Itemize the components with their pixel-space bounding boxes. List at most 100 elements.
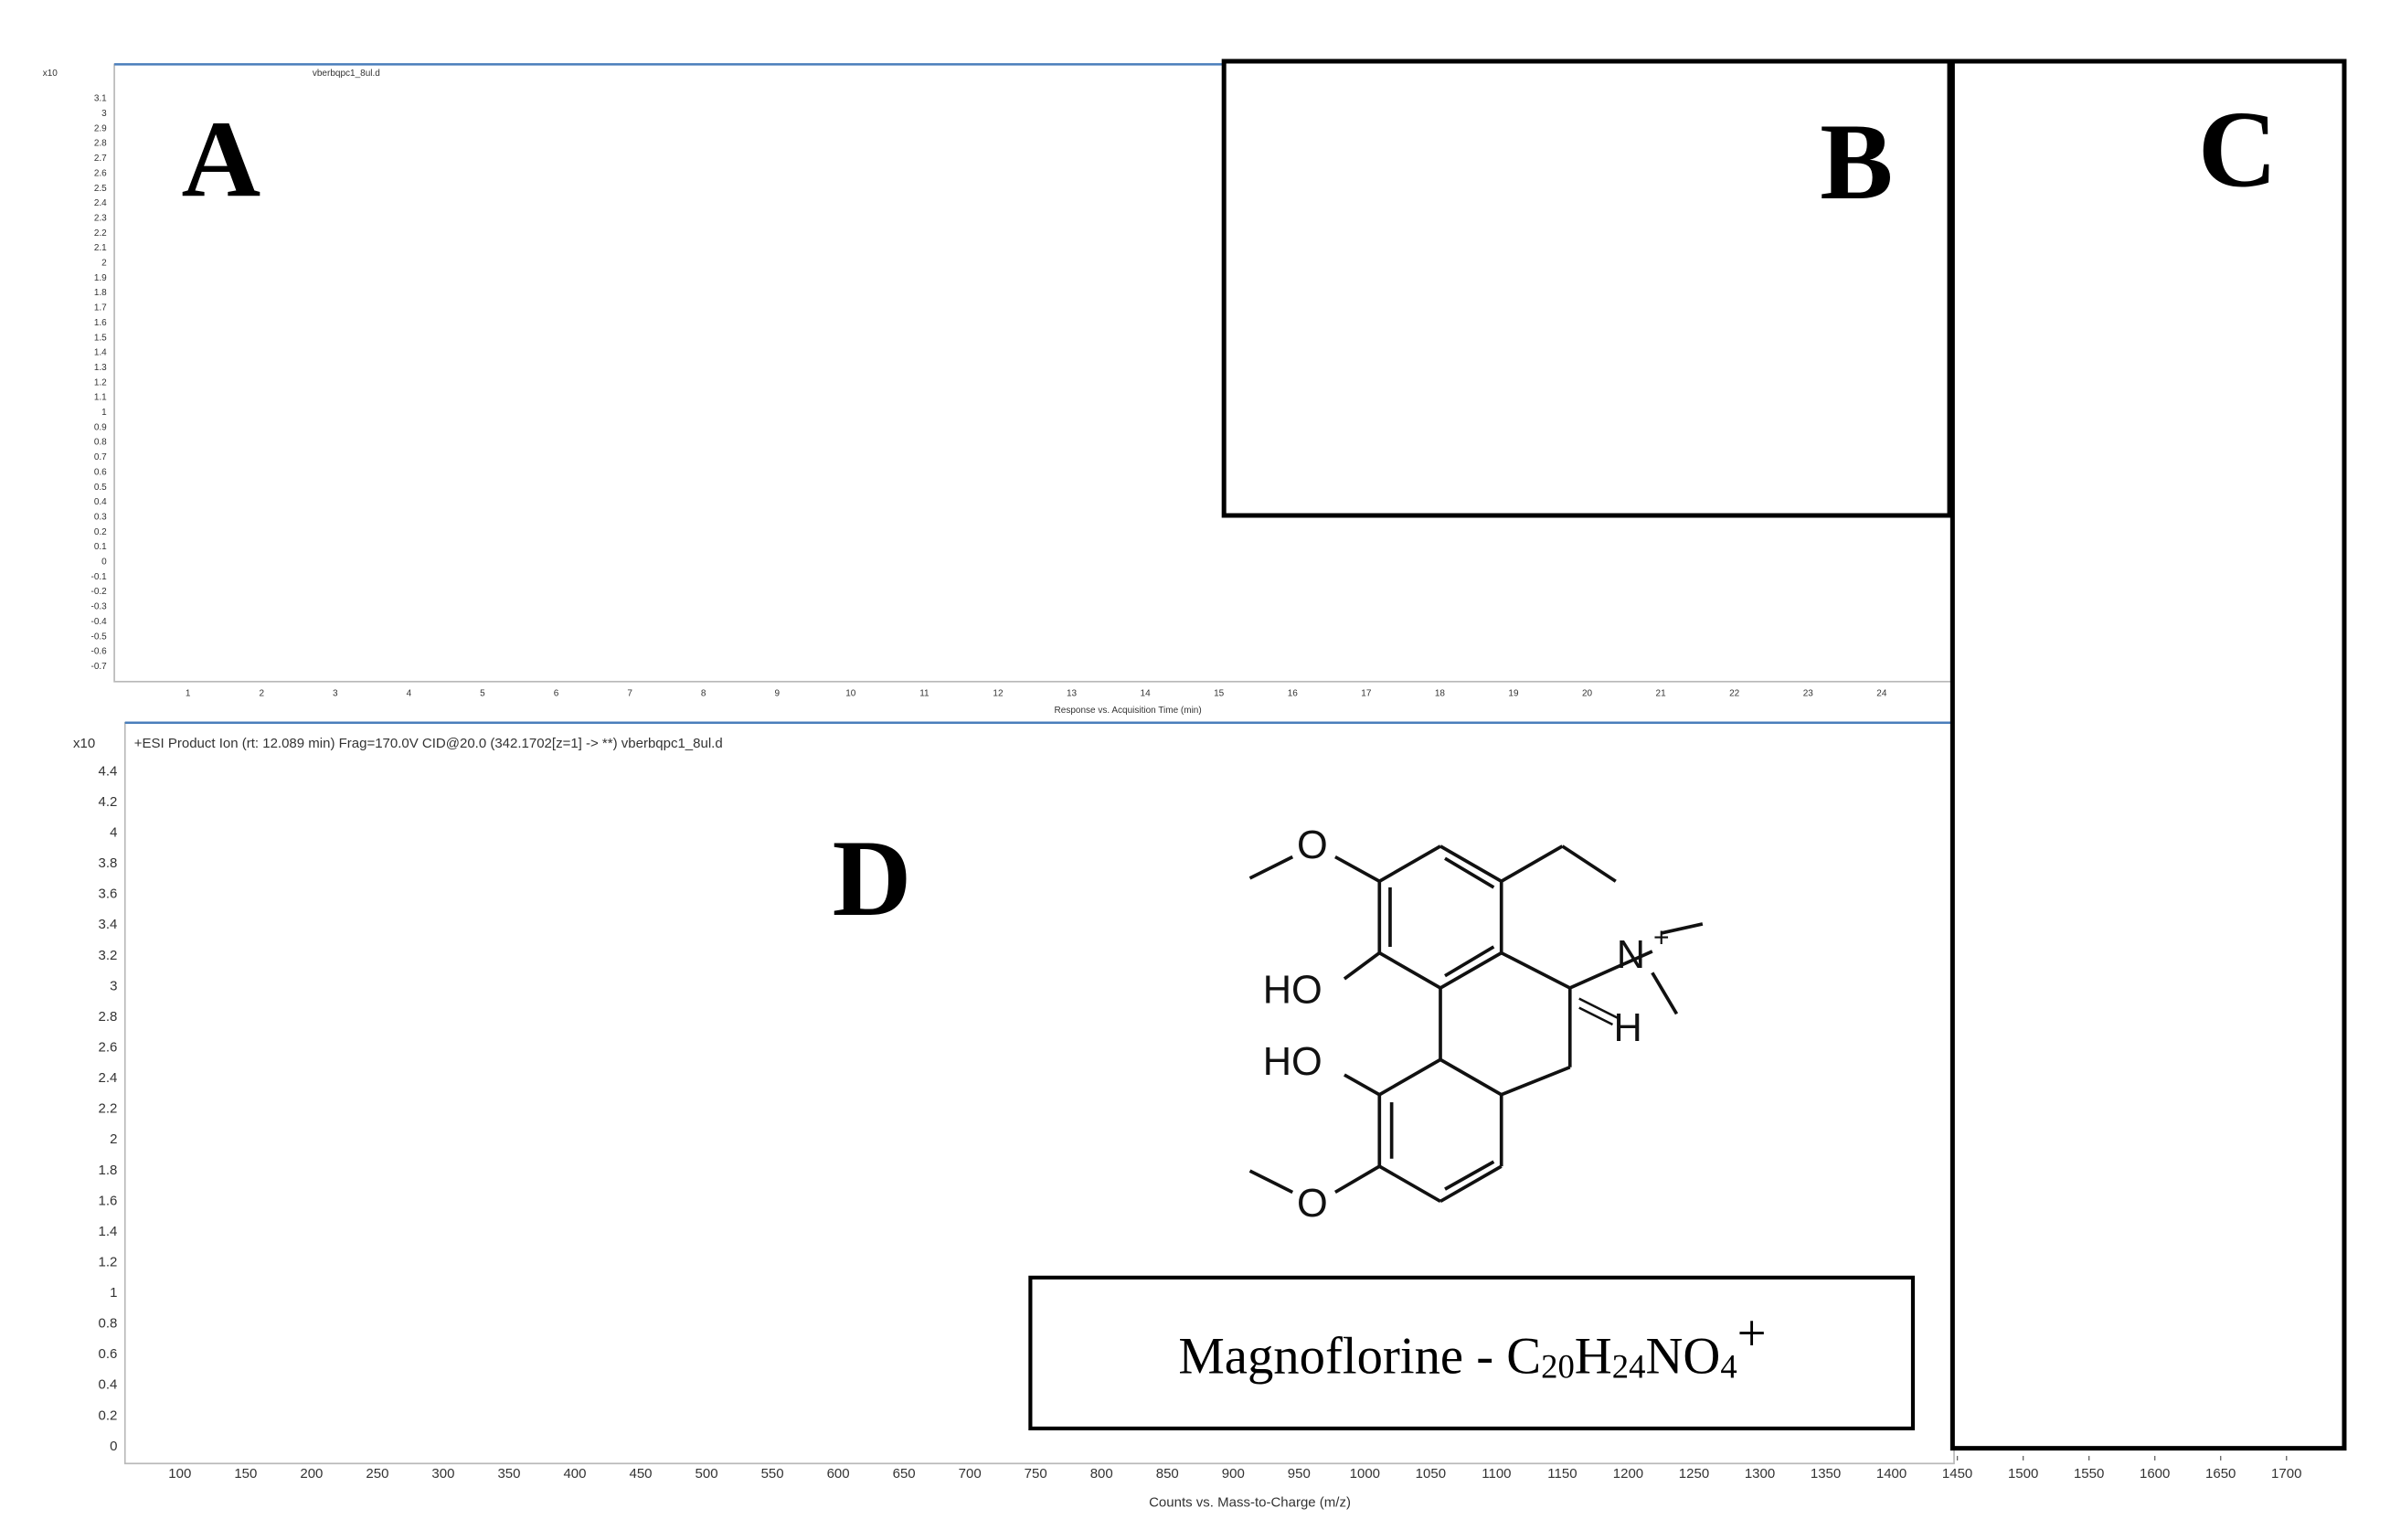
y-tick-label: 2.8	[99, 1009, 118, 1025]
x-tick-label: 1400	[1876, 1466, 1907, 1482]
y-tick-label: -0.7	[91, 662, 108, 672]
x-tick-label: 450	[630, 1466, 653, 1482]
y-tick-label: 1.6	[94, 318, 107, 328]
bond	[1444, 945, 1495, 978]
y-tick-label: 2.4	[94, 198, 107, 208]
y-tick-label: 1.4	[94, 348, 107, 358]
x-tick-label: 200	[300, 1466, 323, 1482]
y-tick-label: 1.5	[94, 333, 107, 343]
x-tick-label: 1150	[1547, 1466, 1577, 1482]
y-tick-label: 2.7	[94, 154, 107, 164]
bond	[1378, 1057, 1441, 1097]
x-tick-label: 300	[431, 1466, 454, 1482]
compound-part: +	[1737, 1305, 1767, 1363]
x-tick-label: 1350	[1811, 1466, 1841, 1482]
x-tick-label: 10	[845, 689, 856, 699]
x-tick-label: 350	[497, 1466, 520, 1482]
x-tick-label: 100	[168, 1466, 191, 1482]
y-tick-label: 1.6	[99, 1193, 118, 1208]
y-tick-label: 2	[101, 259, 107, 269]
y-tick-label: 3.8	[99, 855, 118, 871]
x-tick-label: 2	[259, 689, 264, 699]
x-tick-label: 11	[919, 689, 929, 699]
x-tick-label: 1500	[2008, 1466, 2038, 1482]
y-tick-label: 2.9	[94, 123, 107, 133]
x-tick-label: 23	[1803, 689, 1814, 699]
x-tick-label: 5	[480, 689, 485, 699]
y-tick-label: 2.2	[99, 1101, 118, 1117]
compound-part: H	[1575, 1328, 1612, 1386]
x-axis-label: Response vs. Acquisition Time (min)	[1055, 706, 1202, 716]
x-tick-label: 1200	[1613, 1466, 1643, 1482]
bond	[1661, 922, 1704, 935]
y-tick-label: 4	[110, 825, 117, 841]
x-tick-label: 14	[1141, 689, 1152, 699]
y-tick-label: 0.8	[94, 438, 107, 448]
y-tick-label: 2.6	[99, 1040, 118, 1056]
x-tick-label: 24	[1876, 689, 1887, 699]
bond	[1248, 855, 1294, 880]
x-tick-label: 21	[1656, 689, 1667, 699]
panel-letter: D	[833, 817, 912, 939]
atom-label: O	[1297, 1182, 1328, 1226]
x-tick-label: 7	[627, 689, 632, 699]
bond	[1344, 1073, 1381, 1097]
bond	[1378, 844, 1441, 883]
y-tick-label: 0.6	[99, 1346, 118, 1362]
y-tick-label: 2.1	[94, 243, 107, 253]
y-tick-label: 3.1	[94, 94, 107, 104]
y-tick-label: 1	[101, 408, 107, 418]
x-tick-label: 3	[333, 689, 338, 699]
atom-label: O	[1297, 823, 1328, 867]
y-tick-label: 3.4	[99, 917, 118, 932]
compound-box	[1028, 1275, 1916, 1431]
bond	[1439, 951, 1503, 990]
bond	[1378, 1164, 1441, 1204]
y-tick-label: 0.6	[94, 467, 107, 477]
atom-label: N	[1617, 933, 1645, 977]
y-tick-label: 2.4	[99, 1070, 118, 1086]
y-tick-label: 3	[101, 109, 107, 119]
hash-bond	[1578, 997, 1620, 1026]
bond	[1334, 855, 1381, 883]
x-tick-label: 20	[1582, 689, 1593, 699]
y-tick-label: 0	[110, 1439, 117, 1454]
y-tick-label: 3.2	[99, 948, 118, 963]
x-tick-label: 1100	[1482, 1466, 1511, 1482]
x-tick-label: 6	[554, 689, 559, 699]
bond	[1444, 1160, 1495, 1191]
x-axis-label: Counts vs. Mass-to-Charge (m/z)	[1149, 1495, 1351, 1511]
x-tick-label: 1650	[2205, 1466, 2236, 1482]
y-tick-label: 2.3	[94, 213, 107, 223]
y-tick-label: 1.9	[94, 273, 107, 283]
y-tick-label: -0.2	[91, 587, 108, 597]
x-tick-label: 1050	[1416, 1466, 1446, 1482]
x-tick-label: 1600	[2140, 1466, 2170, 1482]
bond	[1500, 951, 1571, 990]
x-tick-label: 550	[761, 1466, 784, 1482]
bond	[1439, 1057, 1503, 1097]
y-tick-label: -0.3	[91, 602, 108, 612]
compound-part: 4	[1720, 1348, 1737, 1386]
chart-title: +ESI Product Ion (rt: 12.089 min) Frag=1…	[134, 736, 723, 751]
bond	[1561, 844, 1617, 883]
chart-title: vberbqpc1_8ul.d	[313, 69, 380, 79]
y-tick-label: 1.8	[99, 1163, 118, 1178]
x-tick-label: 1	[186, 689, 191, 699]
x-tick-label: 250	[366, 1466, 388, 1482]
y-tick-label: 0.8	[99, 1316, 118, 1332]
y-tick-label: -0.6	[91, 647, 108, 657]
y-tick-label: 1.4	[99, 1224, 118, 1239]
bond	[1569, 950, 1653, 990]
y-tick-label: 0.4	[99, 1377, 118, 1393]
x-tick-label: 500	[696, 1466, 718, 1482]
bond	[1651, 972, 1679, 1015]
y-tick-label: 2.8	[94, 139, 107, 149]
bond	[1500, 844, 1564, 883]
x-tick-label: 17	[1361, 689, 1372, 699]
y-tick-label: 0	[101, 558, 107, 568]
x-tick-label: 850	[1156, 1466, 1179, 1482]
x-tick-label: 1000	[1350, 1466, 1380, 1482]
x-tick-label: 4	[407, 689, 412, 699]
